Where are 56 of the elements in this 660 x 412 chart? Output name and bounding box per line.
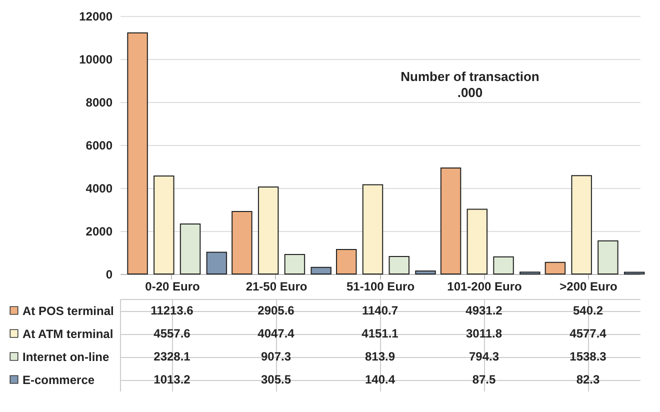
bar [415,270,436,274]
x-tick-label: 101-200 Euro [447,280,522,294]
y-tick-label: 12000 [79,10,113,24]
data-label: 2328.1 [154,350,191,364]
x-tick-label: 0-20 Euro [145,280,200,294]
data-label: 305.5 [260,372,292,386]
bar [127,32,148,274]
bar [206,252,228,274]
y-tick-label: 2000 [86,224,113,238]
data-label: 82.3 [576,372,600,386]
data-label: 87.5 [472,372,496,386]
bar [440,167,462,274]
text: .000 [457,85,483,100]
bar [180,223,201,274]
bar [154,176,174,274]
legend-label: At ATM terminal [22,327,114,341]
bar [310,266,332,274]
bar [544,262,566,274]
x-tick-label: 51-100 Euro [346,280,415,294]
data-label: 140.4 [364,372,396,386]
bar [362,184,384,274]
bar [232,211,252,274]
data-label: 11213.6 [150,304,194,318]
bar [258,186,279,274]
bar [466,208,488,274]
bar [571,175,592,274]
bar [493,256,514,274]
bar [284,254,306,274]
bar [336,248,357,274]
data-label: 3011.8 [466,326,502,340]
text: Number of transaction [400,69,540,84]
data-label: 1013.2 [154,372,191,386]
data-label: 540.2 [572,304,604,318]
data-label: 4047.4 [258,326,295,340]
x-tick-label: >200 Euro [560,280,618,294]
data-label: 907.3 [260,350,292,364]
bar [598,240,618,274]
y-tick-label: 10000 [79,52,113,66]
y-tick-label: 6000 [86,138,113,152]
data-label: 4931.2 [466,304,503,318]
data-label: 813.9 [364,350,396,364]
y-tick-label: 8000 [86,96,113,110]
x-tick-label: 21-50 Euro [246,280,308,294]
y-tick-label: 4000 [86,182,113,196]
data-label: 1538.3 [570,350,607,364]
data-label: 2905.6 [258,304,295,318]
y-tick-label: 0 [106,268,113,282]
data-label: 794.3 [468,350,500,364]
bar [388,256,410,274]
data-label: 4557.6 [154,326,191,340]
data-label: 4151.1 [362,326,399,340]
legend-label: E-commerce [22,373,95,387]
data-label: 1140.7 [362,304,398,318]
data-label: 4577.4 [570,326,607,340]
legend-label: At POS terminal [22,304,114,318]
legend-label: Internet on-line [22,350,110,364]
